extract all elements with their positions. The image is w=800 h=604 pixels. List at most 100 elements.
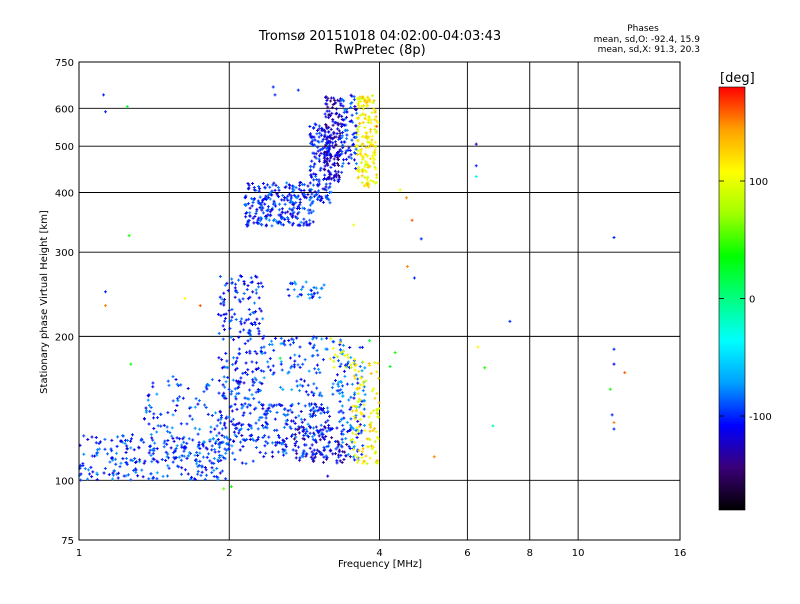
phase-point <box>335 161 339 165</box>
phase-point <box>243 396 247 400</box>
phase-point <box>222 375 226 379</box>
phase-point <box>162 445 166 449</box>
phase-point <box>188 414 192 418</box>
phase-point <box>352 361 356 365</box>
phase-point <box>322 445 326 449</box>
phase-point <box>326 474 330 478</box>
phase-point <box>198 427 202 431</box>
phase-point <box>149 432 153 436</box>
phase-point <box>245 373 249 377</box>
phase-point <box>317 367 321 371</box>
phase-point <box>103 447 107 451</box>
phase-point <box>323 425 327 429</box>
phase-point <box>251 438 255 442</box>
phase-point <box>360 95 364 99</box>
phase-point <box>257 332 261 336</box>
phase-point <box>312 165 316 169</box>
phase-point <box>256 281 260 285</box>
phase-point <box>271 455 275 459</box>
phase-point <box>311 414 315 418</box>
phase-point <box>268 210 272 214</box>
phase-point <box>151 385 155 389</box>
phase-point <box>325 177 329 181</box>
phase-point <box>264 416 268 420</box>
phase-point <box>294 282 298 286</box>
phase-point <box>346 430 350 434</box>
phase-point <box>361 142 365 146</box>
phase-point <box>256 427 260 431</box>
phase-point <box>221 324 225 328</box>
phase-point <box>315 448 319 452</box>
phase-point <box>218 295 222 299</box>
phase-point <box>317 140 321 144</box>
phase-point <box>343 354 347 358</box>
phase-point <box>233 402 237 406</box>
phase-point <box>254 406 258 410</box>
phase-point <box>508 319 512 323</box>
phase-point <box>288 356 292 360</box>
phase-point <box>193 426 197 430</box>
phase-point <box>320 394 324 398</box>
phase-point <box>253 301 257 305</box>
phase-point <box>222 303 226 307</box>
phase-point <box>341 440 345 444</box>
phase-point <box>256 366 260 370</box>
phase-point <box>312 382 316 386</box>
phase-point <box>361 104 365 108</box>
phase-point <box>304 220 308 224</box>
phase-point <box>245 438 249 442</box>
phase-point <box>247 403 251 407</box>
phase-point <box>350 425 354 429</box>
phase-point <box>229 419 233 423</box>
phase-point <box>262 455 266 459</box>
phase-point <box>256 390 260 394</box>
phase-point <box>263 434 267 438</box>
phase-point <box>182 440 186 444</box>
phase-point <box>312 343 316 347</box>
phase-point <box>257 221 261 225</box>
phase-point <box>155 430 159 434</box>
phase-point <box>361 360 365 364</box>
phase-point <box>336 170 340 174</box>
phase-point <box>95 478 99 482</box>
phase-point <box>334 447 338 451</box>
phase-point <box>286 413 290 417</box>
phase-point <box>317 154 321 158</box>
phase-point <box>215 475 219 479</box>
phase-point <box>244 211 248 215</box>
phase-point <box>354 162 358 166</box>
phase-point <box>344 454 348 458</box>
phase-point <box>159 424 163 428</box>
phase-point <box>282 412 286 416</box>
phase-point <box>230 409 234 413</box>
phase-point <box>166 411 170 415</box>
phase-point <box>248 349 252 353</box>
phase-point <box>262 369 266 373</box>
phase-point <box>341 384 345 388</box>
phase-point <box>355 404 359 408</box>
phase-point <box>193 405 197 409</box>
phase-point <box>229 318 233 322</box>
phase-point <box>238 330 242 334</box>
phase-point <box>354 147 358 151</box>
x-axis-label: Frequency [MHz] <box>338 559 422 570</box>
phase-point <box>349 366 353 370</box>
phase-point <box>310 390 314 394</box>
phase-point <box>358 398 362 402</box>
phase-point <box>171 399 175 403</box>
phase-point <box>235 392 239 396</box>
phase-point <box>273 188 277 192</box>
phase-point <box>612 347 616 351</box>
phase-point <box>353 440 357 444</box>
phase-point <box>284 419 288 423</box>
phase-point <box>240 274 244 278</box>
phase-point <box>335 426 339 430</box>
phase-point <box>94 436 98 440</box>
phase-point <box>341 130 345 134</box>
x-tick-label: 10 <box>572 548 585 559</box>
phase-point <box>82 434 86 438</box>
phase-point <box>116 476 120 480</box>
phase-point <box>316 183 320 187</box>
phase-point <box>278 356 282 360</box>
phase-point <box>325 99 329 103</box>
